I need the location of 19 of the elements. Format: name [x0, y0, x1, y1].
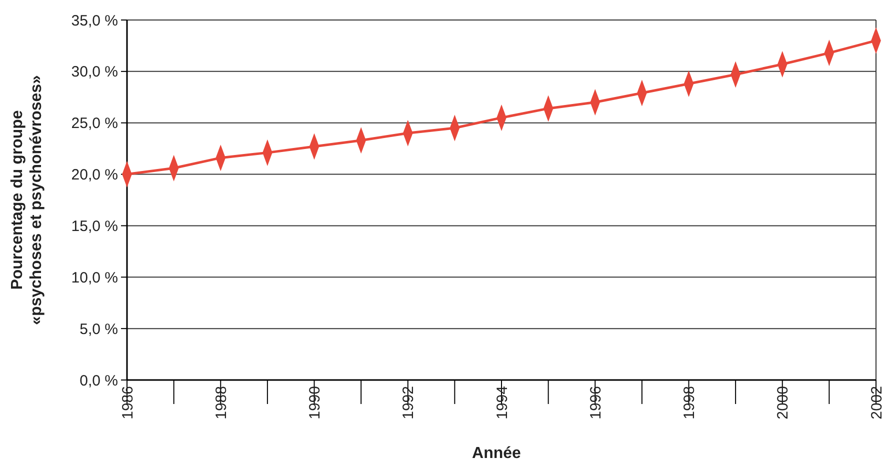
x-tick-label: 1998: [681, 386, 698, 420]
x-axis-title: Année: [472, 445, 522, 462]
x-tick-label: 2000: [774, 386, 792, 420]
y-tick-label: 15,0 %: [71, 218, 118, 235]
x-tick-label: 1996: [587, 386, 604, 420]
y-tick-label: 10,0 %: [71, 269, 118, 286]
y-tick-label: 0,0 %: [80, 372, 118, 390]
x-tick-label: 1986: [119, 386, 136, 420]
y-tick-label: 25,0 %: [71, 115, 118, 132]
x-tick-label: 1990: [306, 386, 324, 420]
x-tick-label: 2002: [868, 386, 886, 420]
y-tick-label: 5,0 %: [80, 320, 118, 338]
x-tick-label: 1988: [212, 386, 230, 420]
x-tick-label: 1992: [400, 386, 418, 420]
y-axis-title: Pourcentage du groupe «psychoses et psychonévroses»: [9, 74, 45, 325]
y-tick-label: 30,0 %: [71, 64, 118, 81]
y-tick-label: 35,0 %: [71, 12, 118, 30]
y-tick-label: 20,0 %: [71, 166, 118, 184]
x-tick-label: 1994: [494, 386, 511, 420]
